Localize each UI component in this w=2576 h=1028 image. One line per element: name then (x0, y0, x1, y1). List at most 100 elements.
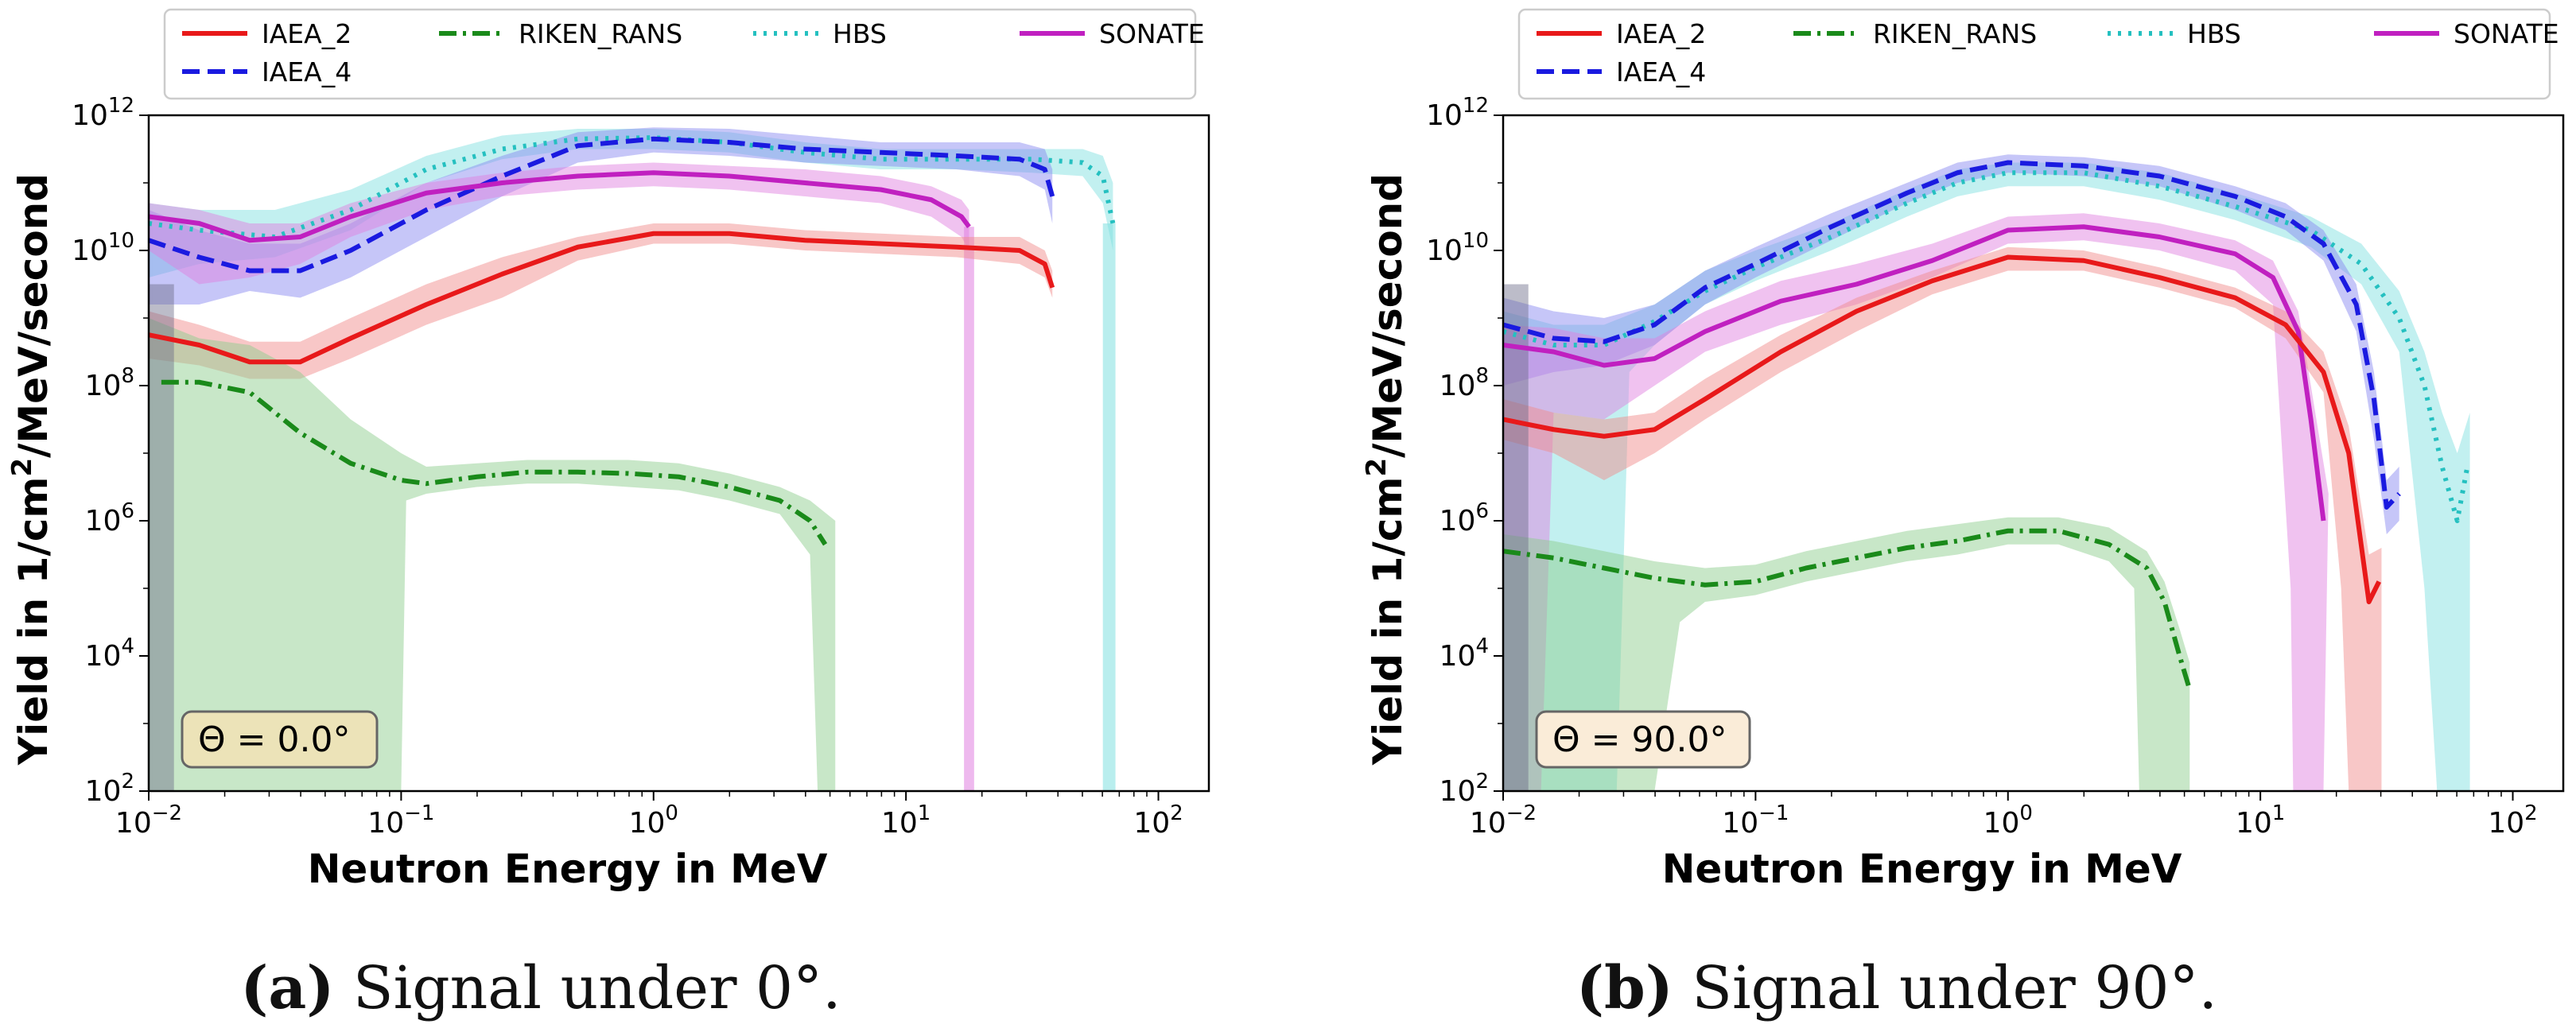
y-tick-exp: 4 (121, 634, 134, 658)
left-strip (149, 284, 174, 791)
x-tick-exp: 2 (2524, 801, 2538, 825)
y-axis-label-suffix: /MeV/second (10, 173, 56, 458)
x-tick-exp: −2 (1506, 801, 1537, 825)
y-axis-label: Yield in 1/cm2/MeV/second (1361, 173, 1411, 766)
x-tick-exp: 1 (2272, 801, 2286, 825)
y-tick-label: 104 (85, 634, 134, 673)
panel-a: 10−2 10−1 100 101 10210210410610810101012Neu… (6, 8, 1210, 892)
x-tick-label: 101 (881, 801, 931, 840)
plot-area (1503, 154, 2470, 791)
series-line-riken_rans (1503, 528, 2193, 691)
x-tick-label: 102 (2488, 801, 2537, 840)
theta-box: Θ = 0.0° (181, 710, 379, 769)
panel-b: 10−2 10−1 100 101 10210210410610810101012Neu… (1361, 8, 2565, 892)
x-tick-base: 10 (1722, 807, 1758, 840)
x-tick-label: 10−1 (1722, 801, 1789, 840)
legend-label-iaea_4: IAEA_4 (1616, 56, 1706, 87)
x-tick-base: 10 (629, 807, 666, 840)
y-tick-base: 10 (1426, 99, 1463, 132)
band-riken_rans (1503, 517, 2190, 791)
band-riken_rans (149, 318, 836, 791)
y-tick-exp: 12 (108, 94, 134, 118)
y-tick-base: 10 (1440, 775, 1476, 808)
x-tick-exp: 0 (665, 801, 678, 825)
y-tick-label: 108 (1440, 364, 1489, 402)
x-tick-base: 10 (1133, 807, 1170, 840)
y-tick-base: 10 (72, 99, 108, 132)
theta-box-bg (181, 710, 379, 769)
theta-box-bg (1535, 710, 1751, 769)
x-tick-label: 10−2 (1470, 801, 1537, 840)
band-hbs (149, 129, 1113, 277)
band-drop-hbs (1102, 223, 1116, 791)
legend: IAEA_2 RIKEN_RANS HBS SONATE IAEA_4 (163, 8, 1205, 100)
y-tick-exp: 10 (1463, 229, 1489, 253)
theta-label: Θ = 90.0° (1552, 720, 1727, 760)
series-line-sonate (1503, 224, 2326, 522)
caption-b-text: Signal under 90°. (1673, 954, 2217, 1022)
series-line-iaea_4 (1503, 160, 2401, 510)
series-line-iaea_2 (1503, 254, 2381, 604)
band-iaea_2 (1503, 246, 2382, 791)
y-axis-label: Yield in 1/cm2/MeV/second (6, 173, 56, 766)
x-tick-base: 10 (367, 807, 404, 840)
y-tick-exp: 4 (1475, 634, 1489, 658)
legend-label-hbs: HBS (2187, 18, 2241, 49)
y-tick-exp: 2 (1475, 770, 1489, 793)
x-tick-base: 10 (1470, 807, 1506, 840)
x-tick-base: 10 (1983, 807, 2020, 840)
left-strip (1503, 284, 1529, 791)
y-tick-label: 1010 (1426, 229, 1489, 267)
y-tick-exp: 2 (121, 770, 134, 793)
caption-b: (b) Signal under 90°. (1576, 954, 2217, 1022)
x-axis-label: Neutron Energy in MeV (308, 846, 828, 892)
band-iaea_2 (149, 223, 1053, 379)
band-drop-sonate (964, 227, 974, 791)
caption-a-tag: (a) (240, 954, 334, 1022)
legend-label-riken_rans: RIKEN_RANS (1873, 18, 2037, 49)
plot-area (149, 127, 1116, 791)
x-tick-exp: −1 (1758, 801, 1789, 825)
x-tick-base: 10 (115, 807, 152, 840)
y-tick-exp: 10 (108, 229, 134, 253)
caption-a-text: Signal under 0°. (334, 954, 841, 1022)
series-line-riken_rans (161, 379, 828, 546)
legend-label-sonate: SONATE (2454, 18, 2559, 49)
x-tick-label: 100 (1983, 801, 2033, 840)
y-tick-base: 10 (1440, 505, 1476, 537)
y-tick-base: 10 (72, 235, 108, 267)
y-tick-exp: 8 (1475, 364, 1489, 388)
y-tick-base: 10 (85, 370, 122, 402)
y-tick-label: 1012 (1426, 94, 1489, 132)
y-axis-label-sup: 2 (6, 458, 38, 477)
legend-label-hbs: HBS (833, 18, 887, 49)
x-tick-label: 10−1 (367, 801, 434, 840)
y-tick-exp: 12 (1463, 94, 1489, 118)
band-iaea_4 (149, 127, 1053, 305)
theta-label: Θ = 0.0° (198, 720, 350, 760)
y-tick-base: 10 (1440, 370, 1476, 402)
y-tick-label: 106 (85, 499, 134, 537)
series-line-hbs (149, 135, 1116, 239)
y-tick-base: 10 (1426, 235, 1463, 267)
y-axis-label-prefix: Yield in 1/cm (10, 477, 56, 766)
y-tick-label: 106 (1440, 499, 1489, 537)
y-axis-label-prefix: Yield in 1/cm (1365, 477, 1411, 766)
legend-label-iaea_4: IAEA_4 (262, 56, 352, 87)
x-tick-base: 10 (2488, 807, 2524, 840)
x-tick-base: 10 (881, 807, 918, 840)
y-tick-label: 102 (1440, 770, 1489, 808)
x-tick-exp: 0 (2019, 801, 2033, 825)
y-tick-exp: 8 (121, 364, 134, 388)
x-tick-label: 10−2 (115, 801, 182, 840)
series-line-iaea_4 (149, 136, 1055, 273)
x-tick-label: 102 (1133, 801, 1183, 840)
x-tick-base: 10 (2236, 807, 2272, 840)
y-tick-label: 1012 (72, 94, 134, 132)
series-line-iaea_2 (149, 231, 1055, 365)
legend: IAEA_2 RIKEN_RANS HBS SONATE IAEA_4 (1517, 8, 2559, 100)
legend-box (163, 8, 1197, 100)
legend-box (1517, 8, 2551, 100)
y-axis-label-suffix: /MeV/second (1365, 173, 1411, 458)
